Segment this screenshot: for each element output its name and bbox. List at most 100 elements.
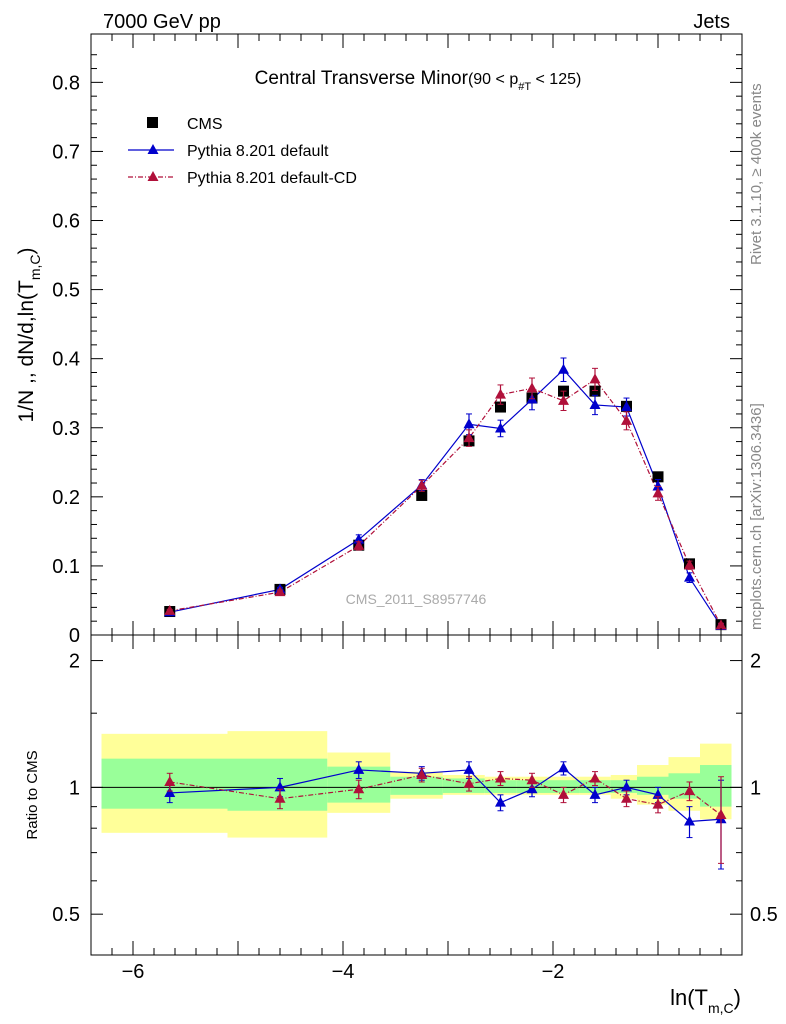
y-tick-label: 0.7 (52, 141, 80, 163)
ratio-plot-data (164, 761, 727, 870)
y-tick-label: 0.2 (52, 487, 80, 509)
ratio-pythia-default-point (463, 763, 475, 774)
header-right: Jets (693, 11, 730, 33)
ratio-y-tick-label-right: 1 (750, 777, 761, 799)
cms-point (495, 401, 506, 413)
pythia-default-point (558, 363, 569, 374)
ratio-pythia-cd-point (526, 774, 538, 785)
ratio-pythia-default-point (589, 788, 601, 799)
mcplots-label: mcplots.cern.ch [arXiv:1306.3436] (748, 403, 765, 630)
ratio-band-inner (101, 758, 228, 809)
y-tick-label: 0.4 (52, 349, 80, 371)
pythia-default-point (589, 398, 601, 409)
ratio-y-tick-label: 2 (69, 651, 80, 673)
ratio-band-inner (542, 780, 580, 793)
legend-cms-marker (147, 117, 158, 128)
y-tick-label: 0.8 (52, 72, 80, 94)
y-axis-label-sub: m,C (27, 254, 43, 280)
x-axis-label-main: ln(T (670, 985, 708, 1010)
pythia-cd-point (621, 414, 632, 425)
y-axis-label-main: 1/N ,, dN/d,ln(T (15, 280, 38, 423)
y-axis-label-close: ) (15, 247, 38, 254)
ratio-pythia-cd-point (715, 808, 727, 819)
ratio-pythia-default-point (621, 781, 632, 792)
ratio-y-tick-label: 1 (69, 777, 80, 799)
cms-point (589, 385, 601, 397)
pythia-default-point (684, 571, 695, 582)
rivet-label: Rivet 3.1.10, ≥ 400k events (748, 83, 765, 265)
ratio-pythia-default-point (558, 762, 569, 773)
ratio-pythia-cd-point (558, 788, 569, 799)
ratio-pythia-cd-point (684, 785, 695, 796)
pythia-cd-point (715, 619, 727, 630)
ratio-pythia-cd-point (652, 798, 664, 809)
ratio-band-inner (227, 758, 328, 811)
y-axis-label: 1/N ,, dN/d,ln(Tm,C) (15, 247, 43, 422)
pythia-cd-point (495, 388, 506, 399)
legend-pythia-cd-marker (147, 171, 159, 181)
legend-pythia-cd-label: Pythia 8.201 default-CD (187, 170, 357, 187)
y-tick-label: 0.3 (52, 418, 80, 440)
pythia-cd-point (416, 479, 428, 490)
pythia-cd-point (684, 559, 695, 570)
pythia-default-point (495, 422, 506, 433)
plot-title-sub: #T (518, 81, 531, 93)
legend-cms-label: CMS (187, 116, 223, 133)
ratio-plot-frame (90, 634, 743, 956)
pythia-cd-point (558, 394, 569, 405)
ratio-pythia-default-point (684, 815, 695, 826)
cms-point (652, 471, 664, 483)
ratio-pythia-default-point (526, 783, 538, 794)
ratio-band-inner (579, 780, 611, 793)
pythia-cd-point (353, 539, 365, 550)
pythia-cd-point (589, 373, 601, 384)
x-tick-label: −6 (122, 961, 145, 983)
ratio-pythia-cd-point (463, 777, 475, 788)
plot-title-range: (90 < p (468, 71, 518, 88)
pythia-cd-point (164, 604, 176, 615)
plot-title-range-close: < 125) (531, 71, 581, 88)
y-tick-label: 0.5 (52, 280, 80, 302)
ratio-band-inner (700, 765, 732, 807)
pythia-default-point (463, 418, 475, 429)
legend-pythia-default-label: Pythia 8.201 default (187, 143, 329, 160)
ratio-y-axis-label: Ratio to CMS (24, 750, 41, 839)
pythia-default-point (353, 533, 365, 544)
ratio-pythia-default-point (164, 786, 176, 797)
pythia-cd-point (652, 487, 664, 498)
ratio-band-inner (442, 778, 485, 793)
ratio-band-inner (484, 780, 517, 793)
pythia-cd-point (274, 586, 286, 597)
pythia-cd-point (463, 432, 475, 443)
plot-title: Central Transverse Minor(90 < p#T < 125) (255, 68, 582, 93)
x-axis-label: ln(Tm,C) (670, 985, 741, 1016)
ratio-pythia-cd-point (164, 775, 176, 786)
ratio-pythia-cd-point (621, 792, 632, 803)
ratio-band-inner (637, 776, 669, 795)
ratio-pythia-cd-point (416, 768, 428, 779)
y-tick-label: 0.1 (52, 556, 80, 578)
ratio-band-inner (390, 776, 443, 795)
ratio-pythia-cd-point (353, 783, 365, 794)
ratio-y-tick-label-right: 0.5 (750, 904, 778, 926)
ratio-pythia-default-point (353, 763, 365, 774)
cms-point (416, 489, 428, 501)
ratio-pythia-default-point (495, 796, 506, 807)
ratio-y-tick-label-right: 2 (750, 651, 761, 673)
legend: CMS Pythia 8.201 default Pythia 8.201 de… (128, 116, 357, 187)
x-axis-label-sub: m,C (708, 1000, 734, 1016)
x-tick-label: −2 (542, 961, 565, 983)
pythia-cd-line (169, 378, 722, 626)
ratio-pythia-cd-point (274, 792, 286, 803)
ratio-y-tick-label: 0.5 (52, 904, 80, 926)
pythia-cd-point (526, 382, 538, 393)
main-plot-data (164, 357, 727, 631)
ratio-pythia-cd-point (495, 772, 506, 783)
y-tick-label: 0 (69, 625, 80, 647)
legend-pythia-default-marker (147, 144, 159, 154)
ratio-pythia-cd-point (589, 772, 601, 783)
pythia-default-point (621, 401, 632, 412)
x-axis-label-close: ) (734, 985, 741, 1010)
x-tick-label: −4 (332, 961, 355, 983)
